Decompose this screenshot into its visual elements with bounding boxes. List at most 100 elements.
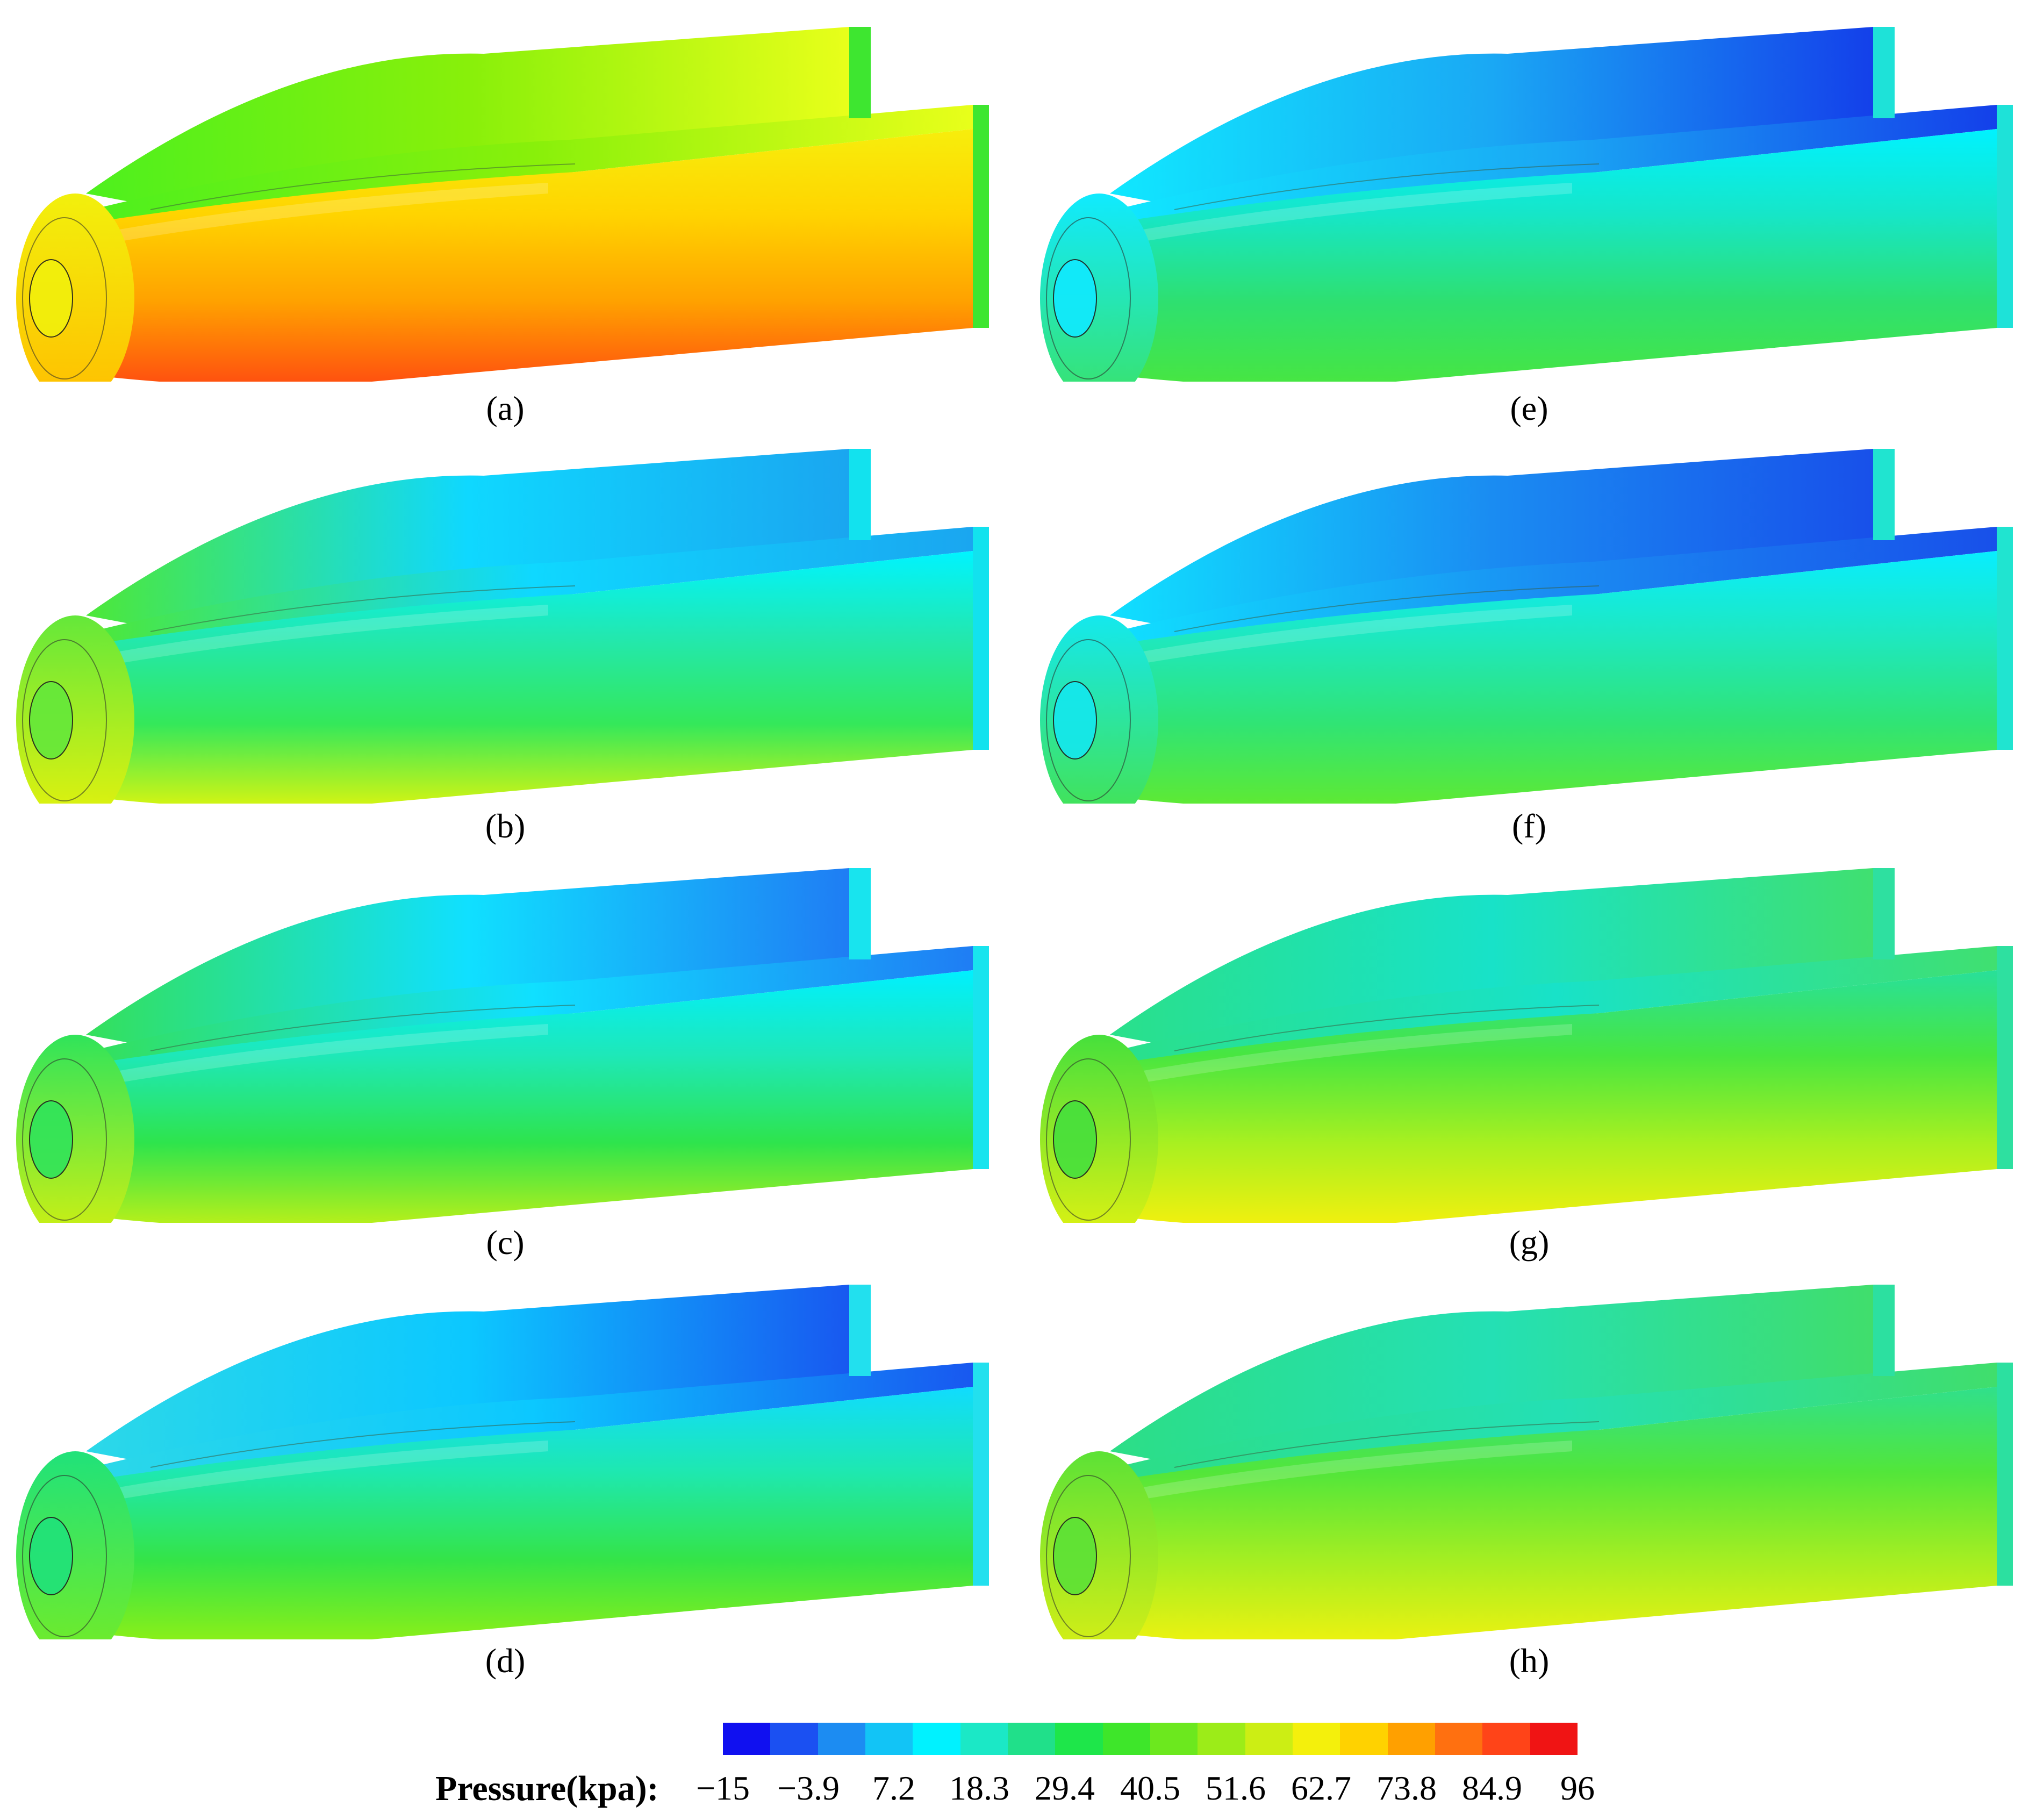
colorbar-segment [818,1723,865,1755]
body-contour-f [1040,449,2013,804]
colorbar-segment [1530,1723,1578,1755]
main-side-body [59,970,973,1223]
panel-label-d: (d) [485,1642,526,1680]
panel-label-b: (b) [485,807,526,845]
rear-end-face [849,27,871,118]
body-contour-b [16,449,989,804]
colorbar-segment [1340,1723,1388,1755]
colorbar-tick-labels: −15 −3.9 7.2 18.3 29.4 40.5 51.6 62.7 73.8 84.9 96 [696,1768,1595,1811]
colorbar-segment [1435,1723,1483,1755]
rear-channel-wall [1110,449,1873,632]
colorbar-segment [1102,1723,1150,1755]
colorbar-segment [1387,1723,1435,1755]
colorbar-tick: −3.9 [777,1769,840,1807]
groove-line [1174,1005,1600,1051]
surface-highlight [1105,605,1572,669]
colorbar-segment [1482,1723,1530,1755]
rear-channel-wall [1110,1285,1873,1467]
body-contour-e [1040,27,2013,382]
inlet-rim [22,1058,107,1221]
groove-line [150,163,576,210]
colorbar-title: Pressure(kpa): [435,1769,659,1808]
inlet-hole [29,259,73,338]
rear-end-face [1873,449,1895,540]
near-end-face [973,946,989,1169]
panel-label-a: (a) [486,389,525,427]
colorbar-strip [723,1723,1578,1755]
surface-highlight [81,183,548,247]
colorbar-tick: −15 [696,1769,750,1807]
body-contour-h [1040,1285,2013,1639]
panel-label-h: (h) [1509,1642,1550,1680]
colorbar-tick: 51.6 [1206,1769,1266,1807]
rear-channel-wall [86,449,849,632]
main-side-body [1083,970,1997,1223]
inlet-rim [1046,639,1131,801]
main-side-body [59,129,973,382]
colorbar-segment [913,1723,960,1755]
near-end-face [1997,1363,2013,1586]
near-end-face [1997,105,2013,328]
colorbar-tick: 29.4 [1035,1769,1095,1807]
colorbar-tick: 84.9 [1462,1769,1522,1807]
panel-label-f: (f) [1512,807,1546,845]
colorbar-tick: 18.3 [949,1769,1009,1807]
panel-d: (d) [11,1274,1000,1680]
panel-label-e: (e) [1510,389,1548,427]
colorbar-segment [770,1723,818,1755]
colorbar-segment [1007,1723,1056,1755]
inlet-hole [29,1517,73,1595]
panel-label-c: (c) [486,1223,525,1262]
panel-f: (f) [1035,438,2024,845]
inlet-hole [1053,1100,1097,1179]
rear-end-face [849,868,871,959]
surface-highlight [81,1441,548,1505]
panel-c: (c) [11,857,1000,1262]
panel-g: (g) [1035,857,2024,1262]
inlet-hole [1053,681,1097,759]
body-contour-g [1040,868,2013,1223]
inlet-rim [22,217,107,379]
groove-line [1174,585,1600,632]
surface-highlight [1105,183,1572,247]
groove-line [1174,1421,1600,1468]
panel-e: (e) [1035,16,2024,427]
surface-highlight [81,605,548,669]
inlet-rim [1046,217,1131,379]
colorbar-segment [1245,1723,1293,1755]
groove-line [1174,163,1600,210]
colorbar-segment [865,1723,913,1755]
colorbar-segment [1198,1723,1245,1755]
rear-end-face [849,1285,871,1376]
rear-channel-wall [1110,868,1873,1051]
main-side-body [59,1387,973,1639]
inlet-rim [22,639,107,801]
rear-channel-wall [86,27,849,210]
near-end-face [973,527,989,750]
main-side-body [1083,1387,1997,1639]
panel-a: (a) [11,16,1000,427]
main-side-body [1083,551,1997,804]
colorbar-tick: 40.5 [1120,1769,1180,1807]
colorbar-segment [1150,1723,1198,1755]
near-end-face [973,105,989,328]
main-side-body [59,551,973,804]
inlet-hole [1053,1517,1097,1595]
panel-label-g: (g) [1509,1223,1550,1262]
groove-line [150,585,576,632]
colorbar-segment [1292,1723,1340,1755]
body-contour-d [16,1285,989,1639]
colorbar-tick: 7.2 [872,1769,915,1807]
near-end-face [1997,946,2013,1169]
surface-highlight [1105,1441,1572,1505]
colorbar [723,1723,1578,1755]
rear-end-face [849,449,871,540]
inlet-hole [29,1100,73,1179]
inlet-rim [1046,1475,1131,1637]
colorbar-segment [960,1723,1008,1755]
inlet-hole [1053,259,1097,338]
near-end-face [1997,527,2013,750]
surface-highlight [1105,1024,1572,1088]
rear-end-face [1873,27,1895,118]
colorbar-segment [1055,1723,1103,1755]
